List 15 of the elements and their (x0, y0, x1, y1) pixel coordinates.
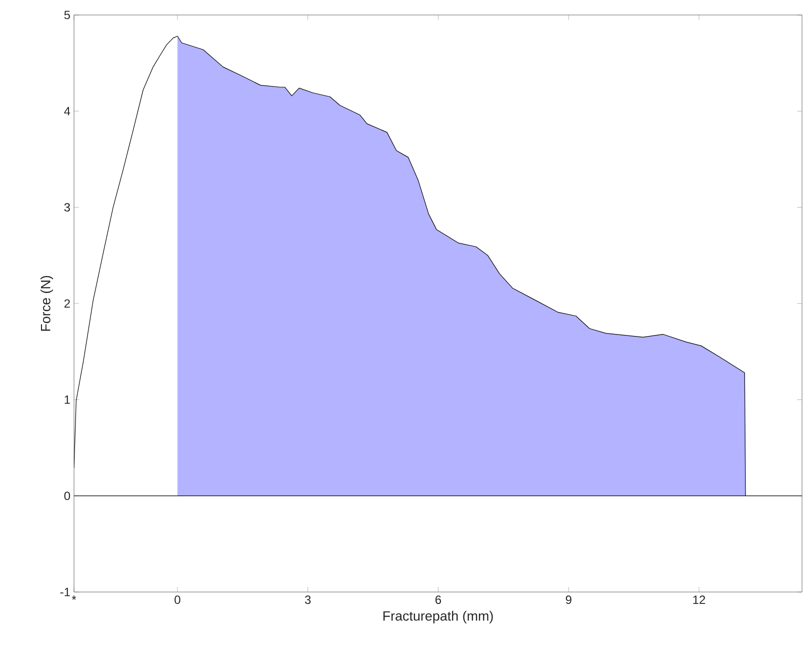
y-tick-label: 0 (64, 492, 70, 500)
x-axis-title: Fracturepath (mm) (383, 610, 493, 624)
x-tick-label: 0 (174, 596, 180, 604)
y-tick-label: 3 (64, 203, 70, 212)
x-tick-label: 6 (436, 596, 442, 604)
y-tick-label: 5 (64, 10, 70, 20)
y-tick-label: 2 (64, 299, 70, 308)
y-axis-title: Force (N) (40, 276, 54, 331)
x-tick-label: * (72, 596, 76, 600)
y-tick-label: 4 (64, 107, 70, 116)
x-tick-label: 9 (566, 596, 572, 604)
y-tick-label: -1 (60, 588, 70, 596)
x-tick-label: 3 (304, 596, 311, 604)
y-tick-label: 1 (64, 396, 70, 404)
x-tick-label: 12 (693, 596, 706, 604)
